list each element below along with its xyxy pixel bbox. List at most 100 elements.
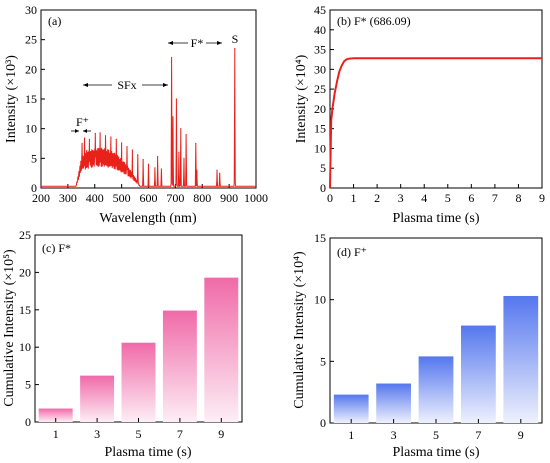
y-tick-label: 10 [25, 122, 37, 136]
x-tick-label: 7 [177, 427, 183, 441]
panel-c-label: (c) F* [42, 241, 71, 255]
spectrum-peak [115, 138, 117, 140]
spectrum-peak [94, 132, 96, 135]
y-tick-label: 0 [25, 415, 31, 429]
panel-b-plot [329, 57, 542, 189]
panel-a-label: (a) [48, 14, 61, 28]
bar-1 [38, 408, 73, 422]
y-tick-label: 0 [31, 181, 37, 195]
spectrum-peak [183, 157, 185, 159]
y-tick-label: 5 [25, 378, 31, 392]
y-tick-label: 15 [314, 122, 326, 136]
spectrum-peak [180, 128, 182, 130]
panel-a-plot [41, 47, 256, 187]
x-tick-label: 200 [32, 191, 50, 205]
x-tick-label: 0 [327, 191, 333, 205]
panel-a-frame [40, 9, 257, 189]
spectrum-peak [137, 154, 139, 156]
x-tick-label: 1000 [244, 191, 268, 205]
y-tick-label: 5 [320, 354, 326, 368]
x-tick-label: 2 [374, 191, 380, 205]
sfx-arrowhead-left-icon [83, 83, 88, 87]
y-tick-label: 25 [25, 33, 37, 47]
x-tick-label: 9 [539, 191, 545, 205]
x-tick-label: 1 [351, 191, 357, 205]
y-tick-label: 5 [31, 151, 37, 165]
x-tick-label: 400 [86, 191, 104, 205]
panel-b-frame [329, 9, 543, 189]
spectrum-peak [121, 142, 123, 144]
bar-9 [204, 277, 239, 422]
x-tick-label: 1 [53, 427, 59, 441]
x-tick-label: 9 [218, 427, 224, 441]
panel-c-bars [38, 277, 239, 422]
x-tick-label: 900 [220, 191, 238, 205]
panel-d-xlabel: Plasma time (s) [392, 445, 479, 460]
spectrum-peak [126, 145, 128, 148]
y-tick-label: 20 [19, 265, 31, 279]
spectrum-peak [83, 137, 86, 139]
spectrum-peak [216, 169, 218, 171]
y-tick-label: 0 [320, 416, 326, 430]
spectrum-peak [171, 56, 173, 59]
y-tick-label: 10 [19, 340, 31, 354]
y-tick-label: 10 [314, 141, 326, 155]
y-tick-label: 10 [314, 293, 326, 307]
panel-b-xlabel: Plasma time (s) [392, 211, 479, 226]
y-tick-label: 0 [320, 181, 326, 195]
s-annotation: S [232, 32, 239, 46]
spectrum-peak [104, 135, 107, 137]
bar-5 [418, 356, 454, 423]
spectrum-peak [86, 150, 88, 152]
x-tick-label: 3 [94, 427, 100, 441]
bar-3 [376, 383, 411, 423]
spectrum-peak [219, 172, 221, 174]
spectrum-peak [195, 142, 197, 145]
x-tick-label: 9 [518, 428, 524, 442]
y-tick-label: 20 [314, 102, 326, 116]
fstar-label-bg [188, 35, 206, 49]
y-tick-label: 25 [19, 228, 31, 242]
y-tick-label: 15 [314, 231, 326, 245]
bar-5 [121, 342, 156, 422]
y-tick-label: 30 [314, 62, 326, 76]
x-tick-label: 5 [433, 428, 439, 442]
y-tick-label: 15 [19, 303, 31, 317]
x-tick-label: 3 [391, 428, 397, 442]
panel-a: 200 300 400 500 600 700 800 900 1000 0 5 10 15 20 25 30… [4, 3, 268, 226]
panel-b-ylabel: Intensity (×10⁴) [294, 54, 309, 143]
bar-9 [503, 295, 539, 423]
panel-a-ticks: 200 300 400 500 600 700 800 900 1000 0 5 10 15 20 25 30 [25, 3, 268, 205]
fplus-annotation: F⁺ [76, 115, 89, 129]
panel-a-annotations: F⁺ SFx F* S [71, 32, 238, 133]
x-tick-label: 600 [140, 191, 158, 205]
spectrum-line [41, 48, 256, 187]
x-tick-label: 6 [468, 191, 474, 205]
fstar-annotation: F* [191, 36, 204, 50]
sfx-arrowhead-right-icon [163, 83, 168, 87]
y-tick-label: 25 [314, 82, 326, 96]
panel-d-ylabel: Cumulative Intensity (×10⁴) [292, 251, 307, 409]
spectrum-peak [131, 149, 133, 151]
bar-7 [461, 325, 496, 423]
bar-1 [333, 394, 369, 423]
spectrum-peak [185, 134, 187, 136]
spectrum-peak [154, 167, 156, 169]
y-tick-label: 45 [314, 3, 326, 17]
spectrum-peak [88, 138, 90, 140]
panel-d: 1 3 5 7 9 0 5 10 15 (d) F⁺ Plasma time (s) Cumul… [292, 231, 543, 460]
spectrum-peak [172, 116, 174, 118]
x-tick-label: 8 [515, 191, 521, 205]
spectrum-peak [157, 155, 159, 158]
panel-b-label: (b) F* (686.09) [337, 14, 411, 28]
spectrum-peak [160, 168, 162, 170]
spectrum-peak [175, 98, 178, 100]
spectrum-peak [110, 136, 112, 138]
x-tick-label: 7 [475, 428, 481, 442]
panel-c-ticks: 1 3 5 7 9 0 5 10 15 20 25 [19, 228, 224, 441]
x-tick-label: 5 [136, 427, 142, 441]
bar-7 [162, 310, 197, 422]
x-tick-label: 1 [348, 428, 354, 442]
